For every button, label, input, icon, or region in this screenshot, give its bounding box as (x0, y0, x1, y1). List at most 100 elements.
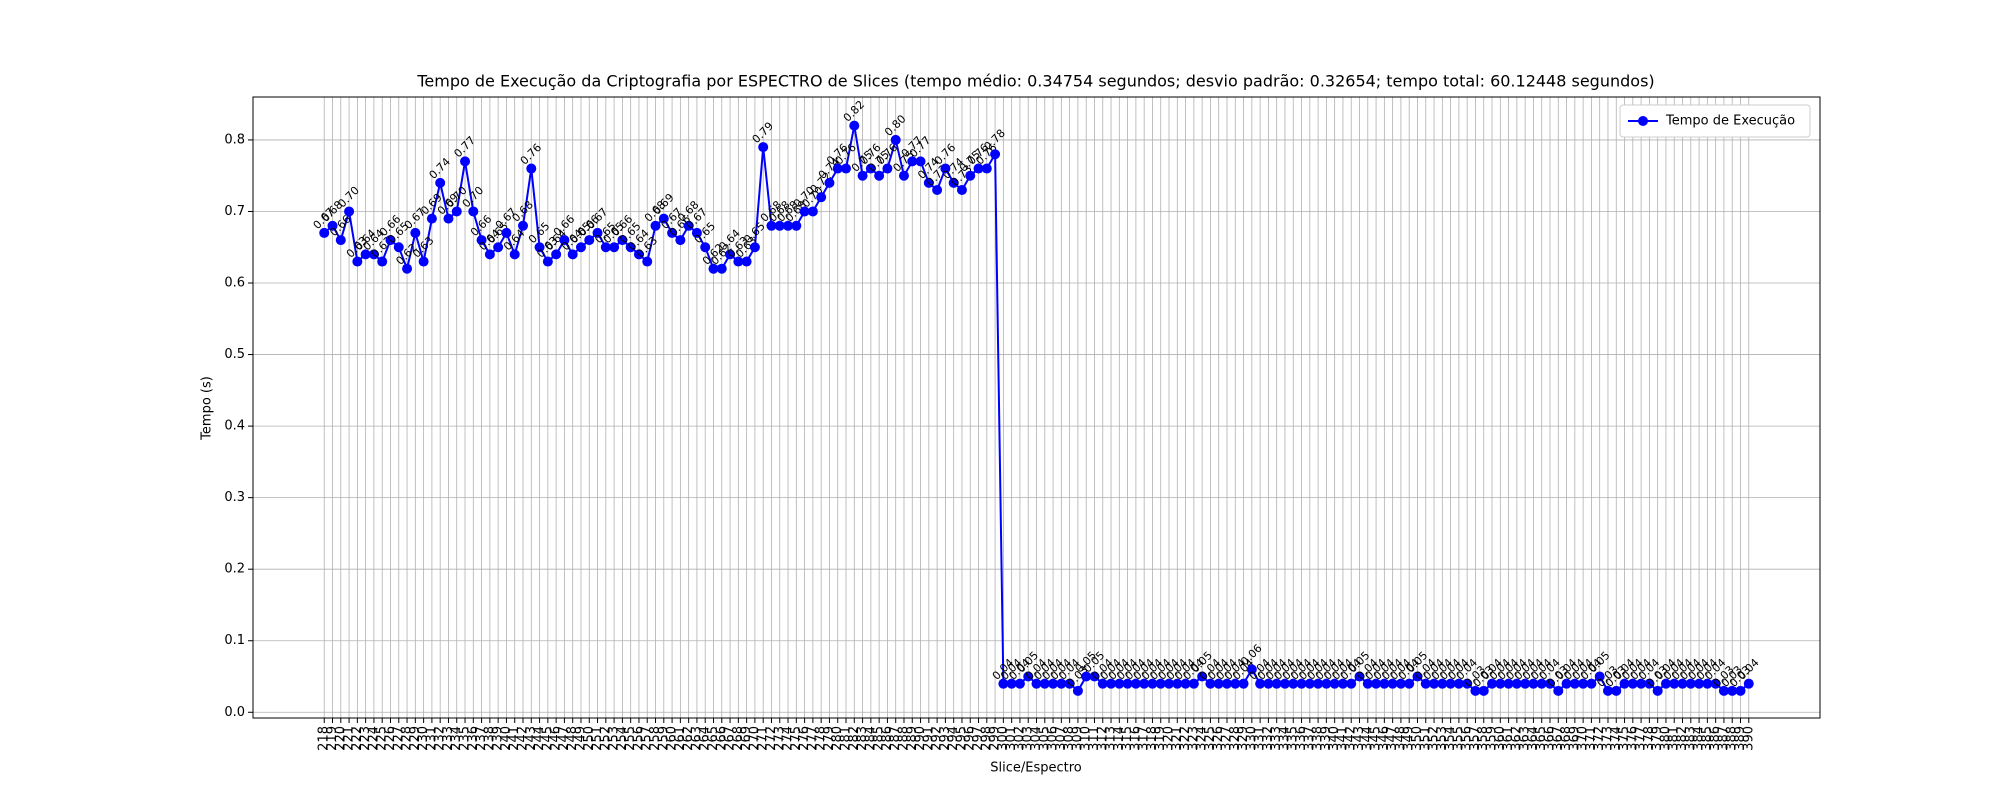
x-tick-label: 365 (1534, 726, 1549, 751)
x-tick-label: 246 (549, 726, 564, 751)
data-point (1130, 678, 1141, 689)
data-point (1669, 678, 1680, 689)
data-point (1644, 678, 1655, 689)
data-point (708, 263, 719, 274)
x-tick-label: 312 (1095, 726, 1110, 751)
x-tick-label: 360 (1493, 726, 1508, 751)
x-tick-label: 373 (1600, 726, 1615, 751)
data-point (725, 249, 736, 260)
x-tick-label: 220 (333, 726, 348, 751)
x-tick-label: 336 (1294, 726, 1309, 751)
x-tick-label: 379 (1650, 726, 1665, 751)
data-point (1114, 678, 1125, 689)
data-point (1437, 678, 1448, 689)
data-point (915, 156, 926, 167)
x-tick-label: 332 (1261, 726, 1276, 751)
data-point (1478, 685, 1489, 696)
x-tick-label: 236 (466, 726, 481, 751)
data-point (907, 156, 918, 167)
x-tick-label: 251 (590, 726, 605, 751)
x-tick-label: 288 (896, 726, 911, 751)
data-point (1147, 678, 1158, 689)
x-tick-label: 253 (607, 726, 622, 751)
x-tick-label: 277 (805, 726, 820, 751)
data-point (1694, 678, 1705, 689)
data-point (493, 242, 504, 253)
data-point (625, 242, 636, 253)
data-point (1429, 678, 1440, 689)
x-tick-label: 224 (366, 726, 381, 751)
data-point (410, 227, 421, 238)
data-point (1503, 678, 1514, 689)
x-tick-label: 290 (913, 726, 928, 751)
data-point (559, 235, 570, 246)
x-tick-label: 255 (623, 726, 638, 751)
x-tick-label: 252 (598, 726, 613, 751)
data-point (816, 192, 827, 203)
data-point (1727, 685, 1738, 696)
data-point (509, 249, 520, 260)
data-point (683, 220, 694, 231)
data-point (319, 227, 330, 238)
y-tick-label: 0.8 (224, 132, 245, 147)
data-point (865, 163, 876, 174)
data-point (1677, 678, 1688, 689)
data-point (435, 177, 446, 188)
data-point (667, 227, 678, 238)
x-tick-label: 239 (491, 726, 506, 751)
x-tick-label: 300 (996, 726, 1011, 751)
data-point (617, 235, 628, 246)
data-point (1271, 678, 1282, 689)
x-tick-label: 229 (408, 726, 423, 751)
x-tick-label: 326 (1211, 726, 1226, 751)
data-point (981, 163, 992, 174)
data-point (791, 220, 802, 231)
x-tick-label: 242 (516, 726, 531, 751)
data-point (327, 220, 338, 231)
x-tick-label: 327 (1219, 726, 1234, 751)
x-tick-label: 265 (706, 726, 721, 751)
data-point (1627, 678, 1638, 689)
x-tick-label: 268 (731, 726, 746, 751)
data-point (1023, 671, 1034, 682)
x-tick-label: 232 (433, 726, 448, 751)
x-tick-label: 271 (756, 726, 771, 751)
data-point (1139, 678, 1150, 689)
x-tick-label: 377 (1634, 726, 1649, 751)
x-tick-label: 357 (1468, 726, 1483, 751)
x-tick-label: 342 (1344, 726, 1359, 751)
x-tick-label: 303 (1021, 726, 1036, 751)
data-point (923, 177, 934, 188)
data-point (1462, 678, 1473, 689)
data-point (501, 227, 512, 238)
x-tick-label: 279 (822, 726, 837, 751)
x-tick-label: 256 (631, 726, 646, 751)
data-point (1569, 678, 1580, 689)
data-point (592, 227, 603, 238)
x-tick-label: 329 (1236, 726, 1251, 751)
data-point (1221, 678, 1232, 689)
x-tick-label: 259 (656, 726, 671, 751)
data-point (1329, 678, 1340, 689)
x-tick-label: 369 (1567, 726, 1582, 751)
x-tick-label: 275 (789, 726, 804, 751)
x-tick-label: 230 (416, 726, 431, 751)
x-tick-label: 317 (1137, 726, 1152, 751)
data-point (1246, 664, 1257, 675)
x-tick-label: 273 (772, 726, 787, 751)
data-point (1586, 678, 1597, 689)
x-tick-label: 337 (1302, 726, 1317, 751)
data-point (575, 242, 586, 253)
data-point (932, 185, 943, 196)
x-tick-label: 344 (1360, 726, 1375, 751)
x-tick-label: 345 (1369, 726, 1384, 751)
y-tick-label: 0.4 (224, 419, 245, 434)
data-point (1288, 678, 1299, 689)
x-tick-label: 348 (1393, 726, 1408, 751)
data-point (849, 120, 860, 131)
data-point (1636, 678, 1647, 689)
data-point (352, 256, 363, 267)
data-point (1718, 685, 1729, 696)
data-point (1453, 678, 1464, 689)
data-point (344, 206, 355, 217)
